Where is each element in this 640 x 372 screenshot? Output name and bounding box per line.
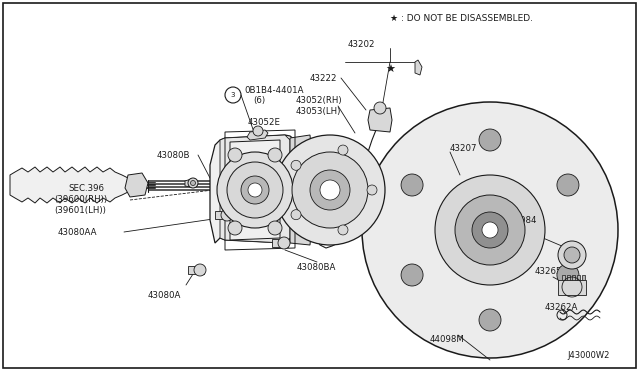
Circle shape [191, 180, 195, 186]
Text: (39600(RH)): (39600(RH)) [54, 195, 107, 203]
Polygon shape [290, 135, 315, 245]
Text: 43084: 43084 [510, 215, 538, 224]
Circle shape [228, 148, 242, 162]
Circle shape [479, 129, 501, 151]
Circle shape [564, 247, 580, 263]
Polygon shape [125, 173, 148, 197]
Text: 43052(RH): 43052(RH) [296, 96, 342, 105]
Text: 43053(LH): 43053(LH) [296, 106, 341, 115]
Circle shape [194, 264, 206, 276]
Circle shape [248, 183, 262, 197]
Text: ★ : DO NOT BE DISASSEMBLED.: ★ : DO NOT BE DISASSEMBLED. [390, 13, 533, 22]
Circle shape [310, 170, 350, 210]
Text: 43265: 43265 [535, 267, 563, 276]
Circle shape [291, 210, 301, 220]
Circle shape [374, 102, 386, 114]
Circle shape [401, 174, 423, 196]
Polygon shape [210, 135, 295, 243]
Text: 0B1B4-4401A: 0B1B4-4401A [244, 86, 303, 94]
Text: 43052E: 43052E [248, 118, 281, 126]
Circle shape [455, 195, 525, 265]
Text: 43080A: 43080A [148, 292, 181, 301]
Circle shape [278, 237, 290, 249]
Circle shape [228, 221, 242, 235]
Polygon shape [247, 130, 268, 140]
Polygon shape [567, 275, 570, 280]
Polygon shape [562, 275, 565, 280]
Polygon shape [220, 135, 290, 243]
Text: 43262A: 43262A [545, 304, 579, 312]
Polygon shape [10, 167, 135, 203]
Circle shape [292, 152, 368, 228]
Text: 44098M: 44098M [430, 336, 465, 344]
Polygon shape [185, 179, 194, 187]
Text: SEC.396: SEC.396 [68, 183, 104, 192]
Circle shape [221, 209, 233, 221]
Circle shape [479, 309, 501, 331]
Polygon shape [572, 275, 575, 280]
Polygon shape [577, 275, 580, 280]
Text: 43080AA: 43080AA [58, 228, 97, 237]
Text: J43000W2: J43000W2 [568, 352, 610, 360]
Polygon shape [415, 60, 422, 75]
Polygon shape [558, 280, 586, 295]
Circle shape [338, 145, 348, 155]
Circle shape [557, 264, 579, 286]
Circle shape [188, 178, 198, 188]
Polygon shape [188, 266, 204, 274]
Text: 43222: 43222 [310, 74, 337, 83]
Text: 43202: 43202 [348, 39, 376, 48]
Circle shape [435, 175, 545, 285]
Circle shape [482, 222, 498, 238]
Text: 43207: 43207 [450, 144, 477, 153]
Circle shape [217, 152, 293, 228]
Circle shape [291, 160, 301, 170]
Polygon shape [230, 140, 280, 240]
Circle shape [253, 126, 263, 136]
Text: 3: 3 [231, 92, 236, 98]
Text: (6): (6) [253, 96, 265, 105]
Text: ★: ★ [385, 65, 395, 75]
Circle shape [268, 148, 282, 162]
Polygon shape [368, 108, 392, 132]
Polygon shape [215, 211, 231, 219]
Text: 43080B: 43080B [157, 151, 191, 160]
Circle shape [558, 241, 586, 269]
Circle shape [557, 174, 579, 196]
Text: 43080BA: 43080BA [297, 263, 337, 273]
Circle shape [472, 212, 508, 248]
Text: (39601(LH)): (39601(LH)) [54, 205, 106, 215]
Circle shape [362, 102, 618, 358]
Polygon shape [582, 275, 585, 280]
Circle shape [367, 185, 377, 195]
Circle shape [227, 162, 283, 218]
Circle shape [338, 225, 348, 235]
Circle shape [241, 176, 269, 204]
Circle shape [320, 180, 340, 200]
Circle shape [268, 221, 282, 235]
Polygon shape [272, 239, 288, 247]
Circle shape [275, 135, 385, 245]
Circle shape [401, 264, 423, 286]
